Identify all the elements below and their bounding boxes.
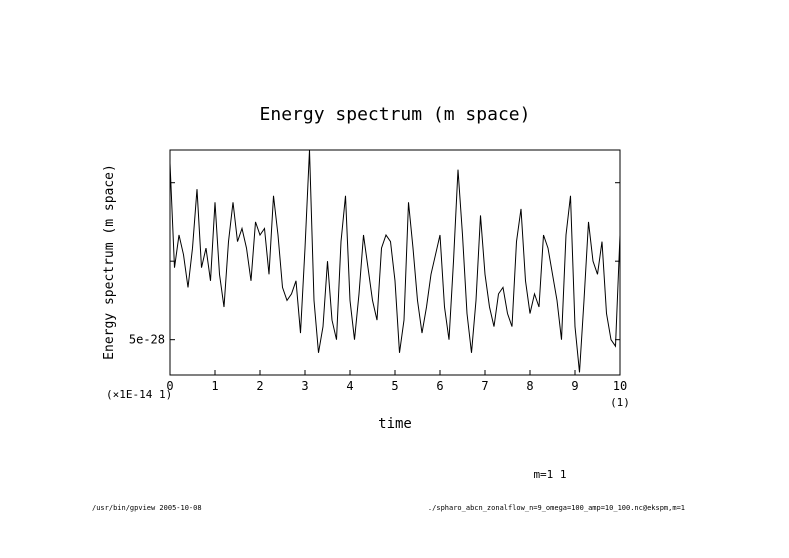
footer-left: /usr/bin/gpview 2005-10-08 bbox=[92, 504, 202, 512]
x-tick-label: 1 bbox=[211, 379, 218, 393]
data-line bbox=[169, 149, 621, 373]
x-tick-label: 4 bbox=[346, 379, 353, 393]
x-tick-label: 8 bbox=[526, 379, 533, 393]
legend-label: m=1 1 bbox=[533, 468, 566, 481]
x-tick-label: 0 bbox=[166, 379, 173, 393]
footer-right: ./spharo_abcn_zonalflow_n=9_omega=100_am… bbox=[428, 504, 685, 512]
x-tick-label: 10 bbox=[613, 379, 627, 393]
y-tick-label: 5e-28 bbox=[129, 333, 165, 347]
x-tick-label: 3 bbox=[301, 379, 308, 393]
y-axis-label: Energy spectrum (m space) bbox=[102, 164, 117, 360]
x-scale-note: (×1E-14 1) bbox=[106, 388, 172, 401]
chart-title: Energy spectrum (m space) bbox=[260, 104, 531, 125]
x-tick-label: 2 bbox=[256, 379, 263, 393]
x-tick-labels: 0 1 2 3 4 5 6 7 8 9 10 bbox=[166, 379, 627, 393]
x-tick-label: 9 bbox=[571, 379, 578, 393]
plot-frame bbox=[169, 149, 621, 376]
x-tick-label: 5 bbox=[391, 379, 398, 393]
x-axis-label: time bbox=[378, 416, 412, 432]
y-tick-labels: 5e-28 bbox=[129, 333, 165, 347]
x-unit-note: (1) bbox=[610, 396, 630, 409]
x-tick-label: 6 bbox=[436, 379, 443, 393]
x-tick-label: 7 bbox=[481, 379, 488, 393]
